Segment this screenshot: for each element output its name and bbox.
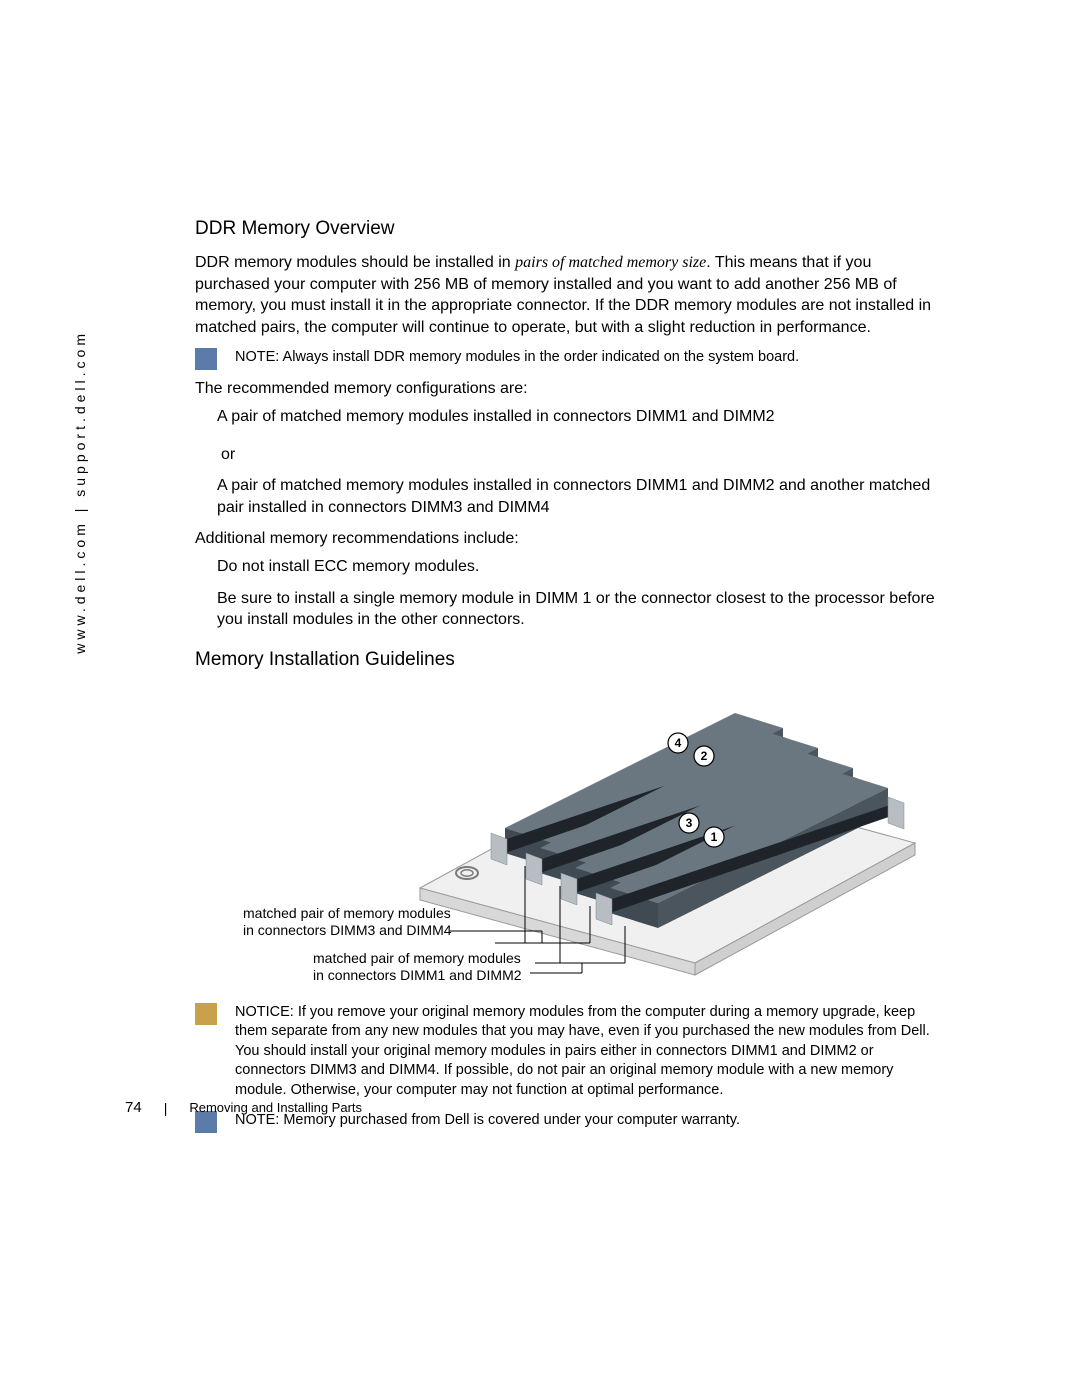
- diagram-label-line: matched pair of memory modules: [313, 950, 521, 966]
- note-icon: [195, 348, 217, 370]
- config-intro: The recommended memory configurations ar…: [195, 378, 935, 400]
- svg-text:1: 1: [711, 830, 718, 844]
- footer-chapter: Removing and Installing Parts: [189, 1100, 362, 1115]
- para-overview-italic: pairs of matched memory size: [515, 254, 706, 271]
- diagram-label-dimm34: matched pair of memory modules in connec…: [243, 905, 452, 940]
- list-item: Do not install ECC memory modules.: [217, 556, 935, 578]
- diagram-label-line: matched pair of memory modules: [243, 905, 451, 921]
- heading-ddr-overview: DDR Memory Overview: [195, 218, 935, 240]
- footer-separator: |: [164, 1100, 168, 1116]
- notice-1-text: NOTICE: If you remove your original memo…: [235, 1003, 935, 1101]
- memory-diagram: 4 2 3 1 matched pair of memory modules i…: [195, 683, 935, 993]
- diagram-label-dimm12: matched pair of memory modules in connec…: [313, 950, 522, 985]
- page-number: 74: [125, 1099, 142, 1116]
- notice-1-lead: NOTICE:: [235, 1004, 298, 1020]
- list-item: A pair of matched memory modules install…: [217, 475, 935, 518]
- svg-text:3: 3: [686, 816, 693, 830]
- page-content: DDR Memory Overview DDR memory modules s…: [195, 218, 935, 1141]
- notice-icon: [195, 1003, 217, 1025]
- additional-intro: Additional memory recommendations includ…: [195, 528, 935, 550]
- list-item-text: A pair of matched memory modules install…: [217, 408, 775, 425]
- sidebar-url: www.dell.com | support.dell.com: [72, 330, 88, 654]
- note-1-body: Always install DDR memory modules in the…: [283, 349, 800, 365]
- list-item-text: Do not install ECC memory modules.: [217, 558, 479, 575]
- list-item: A pair of matched memory modules install…: [217, 406, 935, 465]
- diagram-label-line: in connectors DIMM1 and DIMM2: [313, 967, 522, 983]
- svg-text:4: 4: [675, 736, 682, 750]
- notice-1-body: If you remove your original memory modul…: [235, 1004, 930, 1098]
- config-list: A pair of matched memory modules install…: [195, 406, 935, 518]
- svg-text:2: 2: [701, 749, 708, 763]
- list-item-text: A pair of matched memory modules install…: [217, 477, 930, 516]
- diagram-label-line: in connectors DIMM3 and DIMM4: [243, 922, 452, 938]
- para-overview-a: DDR memory modules should be installed i…: [195, 254, 515, 271]
- note-1-text: NOTE: Always install DDR memory modules …: [235, 348, 799, 368]
- note-1: NOTE: Always install DDR memory modules …: [195, 348, 935, 370]
- list-item-text: Be sure to install a single memory modul…: [217, 590, 935, 629]
- memory-diagram-svg: 4 2 3 1: [195, 683, 935, 993]
- list-item: Be sure to install a single memory modul…: [217, 588, 935, 631]
- notice-1: NOTICE: If you remove your original memo…: [195, 1003, 935, 1101]
- para-overview: DDR memory modules should be installed i…: [195, 252, 935, 338]
- list-item-or: or: [221, 444, 935, 466]
- note-1-lead: NOTE:: [235, 349, 283, 365]
- additional-list: Do not install ECC memory modules. Be su…: [195, 556, 935, 631]
- heading-install-guidelines: Memory Installation Guidelines: [195, 649, 935, 671]
- page-footer: 74 | Removing and Installing Parts: [125, 1099, 362, 1116]
